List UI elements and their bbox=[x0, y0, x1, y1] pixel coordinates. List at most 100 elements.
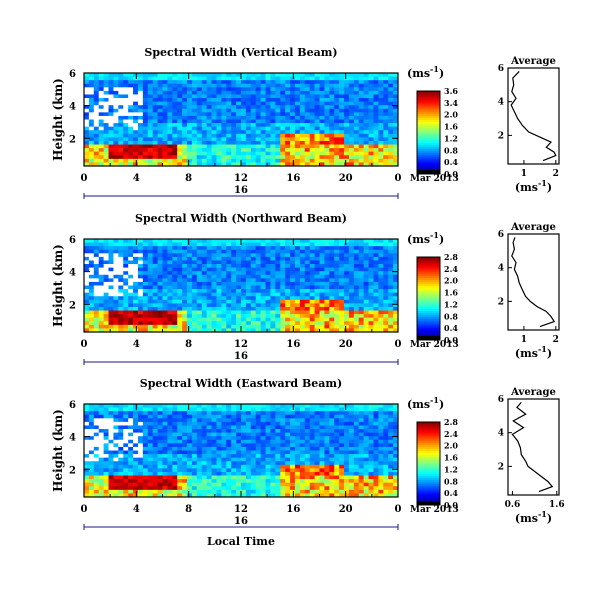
heatmap-cell bbox=[93, 112, 100, 117]
heatmap-cell bbox=[368, 123, 374, 127]
heatmap-cell bbox=[216, 411, 222, 416]
heatmap-cell bbox=[113, 76, 119, 81]
heatmap-cell bbox=[378, 274, 384, 279]
heatmap-cell bbox=[368, 264, 374, 268]
heatmap-cell bbox=[388, 126, 394, 131]
heatmap-cell bbox=[216, 321, 222, 326]
heatmap-cell bbox=[304, 432, 310, 437]
heatmap-cell bbox=[275, 94, 281, 99]
heatmap-cell bbox=[324, 119, 330, 124]
heatmap-cell bbox=[118, 83, 124, 88]
heatmap-cell bbox=[98, 482, 104, 487]
heatmap-cell bbox=[157, 321, 163, 326]
heatmap-cell bbox=[280, 87, 286, 92]
heatmap-cell bbox=[299, 126, 306, 131]
heatmap-cell bbox=[280, 249, 286, 254]
heatmap-cell bbox=[196, 126, 203, 131]
heatmap-cell bbox=[84, 158, 90, 163]
heatmap-cell bbox=[147, 115, 153, 120]
heatmap-cell bbox=[241, 475, 247, 480]
heatmap-cell bbox=[187, 421, 193, 426]
heatmap-cell bbox=[265, 324, 271, 329]
heatmap-cell bbox=[334, 239, 340, 243]
heatmap-cell bbox=[348, 123, 355, 127]
heatmap-cell bbox=[88, 324, 95, 329]
heatmap-cell bbox=[113, 94, 119, 99]
heatmap-cell bbox=[182, 278, 188, 283]
heatmap-cell bbox=[339, 296, 345, 301]
heatmap-cell bbox=[285, 407, 291, 412]
heatmap-cell bbox=[118, 314, 124, 318]
colorbar-segment bbox=[417, 273, 440, 277]
heatmap-cell bbox=[221, 260, 227, 265]
heatmap-cell bbox=[299, 274, 306, 279]
heatmap-cell bbox=[191, 321, 198, 326]
heatmap-cell bbox=[93, 314, 100, 318]
heatmap-cell bbox=[123, 158, 129, 163]
heatmap-cell bbox=[393, 155, 399, 160]
heatmap-cell bbox=[245, 112, 252, 117]
heatmap-cell bbox=[260, 317, 266, 322]
heatmap-cell bbox=[88, 158, 95, 163]
heatmap-cell bbox=[128, 454, 134, 458]
heatmap-cell bbox=[285, 256, 291, 261]
heatmap-cell bbox=[245, 489, 252, 494]
heatmap-cell bbox=[177, 296, 183, 301]
heatmap-cell bbox=[88, 317, 95, 322]
heatmap-cell bbox=[339, 475, 345, 480]
heatmap-cell bbox=[368, 83, 374, 88]
heatmap-cell bbox=[147, 137, 153, 142]
heatmap-cell bbox=[250, 324, 257, 329]
heatmap-cell bbox=[231, 482, 237, 487]
heatmap-cell bbox=[191, 285, 198, 290]
heatmap-cell bbox=[280, 303, 286, 308]
heatmap-cell bbox=[294, 306, 301, 311]
heatmap-cell bbox=[152, 306, 158, 311]
heatmap-cell bbox=[98, 289, 104, 293]
heatmap-cell bbox=[103, 253, 109, 258]
heatmap-cell bbox=[344, 105, 350, 110]
heatmap-cell bbox=[93, 479, 100, 483]
heatmap-cell bbox=[378, 256, 384, 261]
heatmap-cell bbox=[353, 267, 360, 272]
heatmap-cell bbox=[211, 439, 217, 444]
heatmap-cell bbox=[93, 144, 100, 149]
heatmap-cell bbox=[344, 119, 350, 124]
heatmap-cell bbox=[304, 457, 310, 462]
heatmap-cell bbox=[299, 267, 306, 272]
heatmap-cell bbox=[285, 411, 291, 416]
heatmap-cell bbox=[142, 76, 149, 81]
heatmap-cell bbox=[290, 242, 296, 247]
heatmap-cell bbox=[280, 471, 286, 476]
heatmap-cell bbox=[236, 242, 242, 247]
heatmap-cell bbox=[216, 267, 222, 272]
heatmap-cell bbox=[324, 271, 330, 276]
heatmap-cell bbox=[245, 479, 252, 483]
heatmap-cell bbox=[187, 317, 193, 322]
heatmap-cell bbox=[177, 90, 183, 95]
heatmap-cell bbox=[152, 468, 158, 473]
colorbar-segment bbox=[417, 109, 440, 113]
heatmap-cell bbox=[358, 328, 364, 333]
heatmap-cell bbox=[344, 461, 350, 466]
heatmap-cell bbox=[265, 285, 271, 290]
heatmap-cell bbox=[236, 468, 242, 473]
heatmap-cell bbox=[245, 83, 252, 88]
heatmap-cell bbox=[329, 443, 335, 448]
heatmap-cell bbox=[187, 303, 193, 308]
heatmap-cell bbox=[162, 482, 168, 487]
heatmap-cell bbox=[329, 105, 335, 110]
heatmap-cell bbox=[290, 112, 296, 117]
heatmap-cell bbox=[108, 285, 114, 290]
heatmap-cell bbox=[98, 267, 104, 272]
heatmap-cell bbox=[211, 454, 217, 458]
heatmap-cell bbox=[348, 133, 355, 138]
heatmap-cell bbox=[363, 83, 369, 88]
heatmap-cell bbox=[98, 112, 104, 117]
heatmap-cell bbox=[309, 162, 315, 167]
heatmap-cell bbox=[191, 299, 198, 304]
heatmap-cell bbox=[142, 429, 149, 433]
heatmap-cell bbox=[241, 450, 247, 455]
heatmap-cell bbox=[348, 296, 355, 301]
heatmap-cell bbox=[368, 274, 374, 279]
